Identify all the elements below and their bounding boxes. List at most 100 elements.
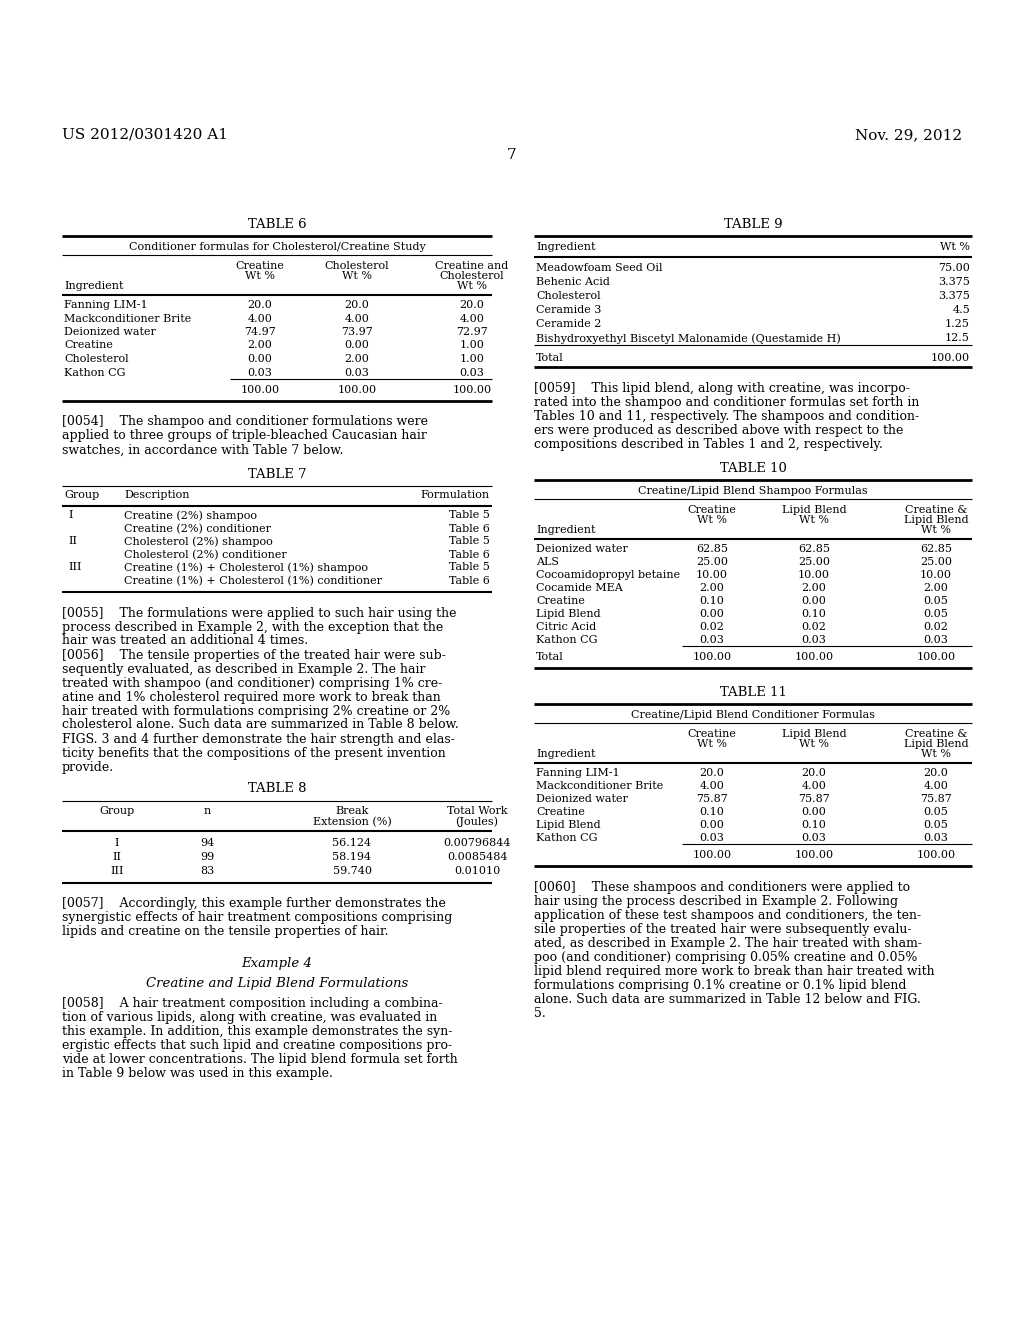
Text: 100.00: 100.00 [916,850,955,861]
Text: 4.00: 4.00 [344,314,370,323]
Text: Creatine: Creatine [236,261,285,271]
Text: sequently evaluated, as described in Example 2. The hair: sequently evaluated, as described in Exa… [62,663,426,676]
Text: ergistic effects that such lipid and creatine compositions pro-: ergistic effects that such lipid and cre… [62,1040,453,1052]
Text: lipids and creatine on the tensile properties of hair.: lipids and creatine on the tensile prope… [62,925,388,939]
Text: 100.00: 100.00 [241,385,280,395]
Text: Creatine (1%) + Cholesterol (1%) shampoo: Creatine (1%) + Cholesterol (1%) shampoo [124,562,368,573]
Text: 0.03: 0.03 [924,833,948,843]
Text: ALS: ALS [536,557,559,568]
Text: 0.03: 0.03 [802,635,826,645]
Text: 100.00: 100.00 [931,352,970,363]
Text: 1.00: 1.00 [460,341,484,351]
Text: Cocoamidopropyl betaine: Cocoamidopropyl betaine [536,570,680,579]
Text: hair treated with formulations comprising 2% creatine or 2%: hair treated with formulations comprisin… [62,705,451,718]
Text: 0.01010: 0.01010 [454,866,500,875]
Text: 62.85: 62.85 [920,544,952,554]
Text: 0.03: 0.03 [344,367,370,378]
Text: 4.00: 4.00 [699,781,724,791]
Text: Lipid Blend: Lipid Blend [781,729,846,739]
Text: II: II [68,536,77,546]
Text: Lipid Blend: Lipid Blend [536,609,601,619]
Text: 100.00: 100.00 [795,652,834,663]
Text: Extension (%): Extension (%) [312,817,391,826]
Text: Kathon CG: Kathon CG [536,833,597,843]
Text: swatches, in accordance with Table 7 below.: swatches, in accordance with Table 7 bel… [62,444,343,457]
Text: formulations comprising 0.1% creatine or 0.1% lipid blend: formulations comprising 0.1% creatine or… [534,979,906,993]
Text: 59.740: 59.740 [333,866,372,875]
Text: Wt %: Wt % [921,748,951,759]
Text: 4.00: 4.00 [802,781,826,791]
Text: [0059]    This lipid blend, along with creatine, was incorpo-: [0059] This lipid blend, along with crea… [534,381,910,395]
Text: Nov. 29, 2012: Nov. 29, 2012 [855,128,962,143]
Text: 100.00: 100.00 [692,652,731,663]
Text: 83: 83 [200,866,214,875]
Text: Table 5: Table 5 [450,562,490,573]
Text: 20.0: 20.0 [924,768,948,777]
Text: 75.00: 75.00 [938,263,970,273]
Text: Wt %: Wt % [457,281,487,290]
Text: 0.10: 0.10 [802,609,826,619]
Text: 25.00: 25.00 [696,557,728,568]
Text: 99: 99 [200,851,214,862]
Text: 0.05: 0.05 [924,820,948,830]
Text: 75.87: 75.87 [921,795,952,804]
Text: 94: 94 [200,837,214,847]
Text: Meadowfoam Seed Oil: Meadowfoam Seed Oil [536,263,663,273]
Text: TABLE 7: TABLE 7 [248,467,306,480]
Text: Fanning LIM-1: Fanning LIM-1 [63,300,147,310]
Text: this example. In addition, this example demonstrates the syn-: this example. In addition, this example … [62,1026,453,1039]
Text: poo (and conditioner) comprising 0.05% creatine and 0.05%: poo (and conditioner) comprising 0.05% c… [534,950,918,964]
Text: Break: Break [335,805,369,816]
Text: synergistic effects of hair treatment compositions comprising: synergistic effects of hair treatment co… [62,912,453,924]
Text: 0.05: 0.05 [924,609,948,619]
Text: Wt %: Wt % [697,739,727,748]
Text: Cholesterol (2%) conditioner: Cholesterol (2%) conditioner [124,549,287,560]
Text: Table 6: Table 6 [450,549,490,560]
Text: 3.375: 3.375 [938,290,970,301]
Text: Creatine (1%) + Cholesterol (1%) conditioner: Creatine (1%) + Cholesterol (1%) conditi… [124,576,382,586]
Text: 2.00: 2.00 [344,354,370,364]
Text: Cholesterol: Cholesterol [439,271,504,281]
Text: 100.00: 100.00 [692,850,731,861]
Text: Total: Total [536,352,564,363]
Text: [0060]    These shampoos and conditioners were applied to: [0060] These shampoos and conditioners w… [534,880,910,894]
Text: 0.03: 0.03 [802,833,826,843]
Text: 0.00: 0.00 [248,354,272,364]
Text: Total Work: Total Work [446,805,507,816]
Text: 20.0: 20.0 [248,300,272,310]
Text: 74.97: 74.97 [244,327,275,337]
Text: in Table 9 below was used in this example.: in Table 9 below was used in this exampl… [62,1068,333,1081]
Text: Table 5: Table 5 [450,511,490,520]
Text: II: II [113,851,122,862]
Text: compositions described in Tables 1 and 2, respectively.: compositions described in Tables 1 and 2… [534,438,883,451]
Text: Table 5: Table 5 [450,536,490,546]
Text: [0054]    The shampoo and conditioner formulations were: [0054] The shampoo and conditioner formu… [62,416,428,429]
Text: 100.00: 100.00 [795,850,834,861]
Text: Lipid Blend: Lipid Blend [536,820,601,830]
Text: 0.10: 0.10 [802,820,826,830]
Text: [0057]    Accordingly, this example further demonstrates the: [0057] Accordingly, this example further… [62,898,445,911]
Text: Mackconditioner Brite: Mackconditioner Brite [536,781,664,791]
Text: [0056]    The tensile properties of the treated hair were sub-: [0056] The tensile properties of the tre… [62,648,445,661]
Text: Wt %: Wt % [921,525,951,535]
Text: Bishydroxyethyl Biscetyl Malonamide (Questamide H): Bishydroxyethyl Biscetyl Malonamide (Que… [536,333,841,343]
Text: Kathon CG: Kathon CG [63,367,126,378]
Text: 75.87: 75.87 [696,795,728,804]
Text: vide at lower concentrations. The lipid blend formula set forth: vide at lower concentrations. The lipid … [62,1053,458,1067]
Text: Table 6: Table 6 [450,576,490,586]
Text: 2.00: 2.00 [699,583,724,593]
Text: Creatine &: Creatine & [905,729,967,739]
Text: 58.194: 58.194 [333,851,372,862]
Text: Wt %: Wt % [245,271,275,281]
Text: hair was treated an additional 4 times.: hair was treated an additional 4 times. [62,635,308,648]
Text: 0.00: 0.00 [699,820,724,830]
Text: 2.00: 2.00 [248,341,272,351]
Text: Creatine: Creatine [536,807,585,817]
Text: I: I [68,511,73,520]
Text: ated, as described in Example 2. The hair treated with sham-: ated, as described in Example 2. The hai… [534,937,922,950]
Text: US 2012/0301420 A1: US 2012/0301420 A1 [62,128,228,143]
Text: 62.85: 62.85 [696,544,728,554]
Text: Mackconditioner Brite: Mackconditioner Brite [63,314,191,323]
Text: ticity benefits that the compositions of the present invention: ticity benefits that the compositions of… [62,747,445,759]
Text: Creatine: Creatine [63,341,113,351]
